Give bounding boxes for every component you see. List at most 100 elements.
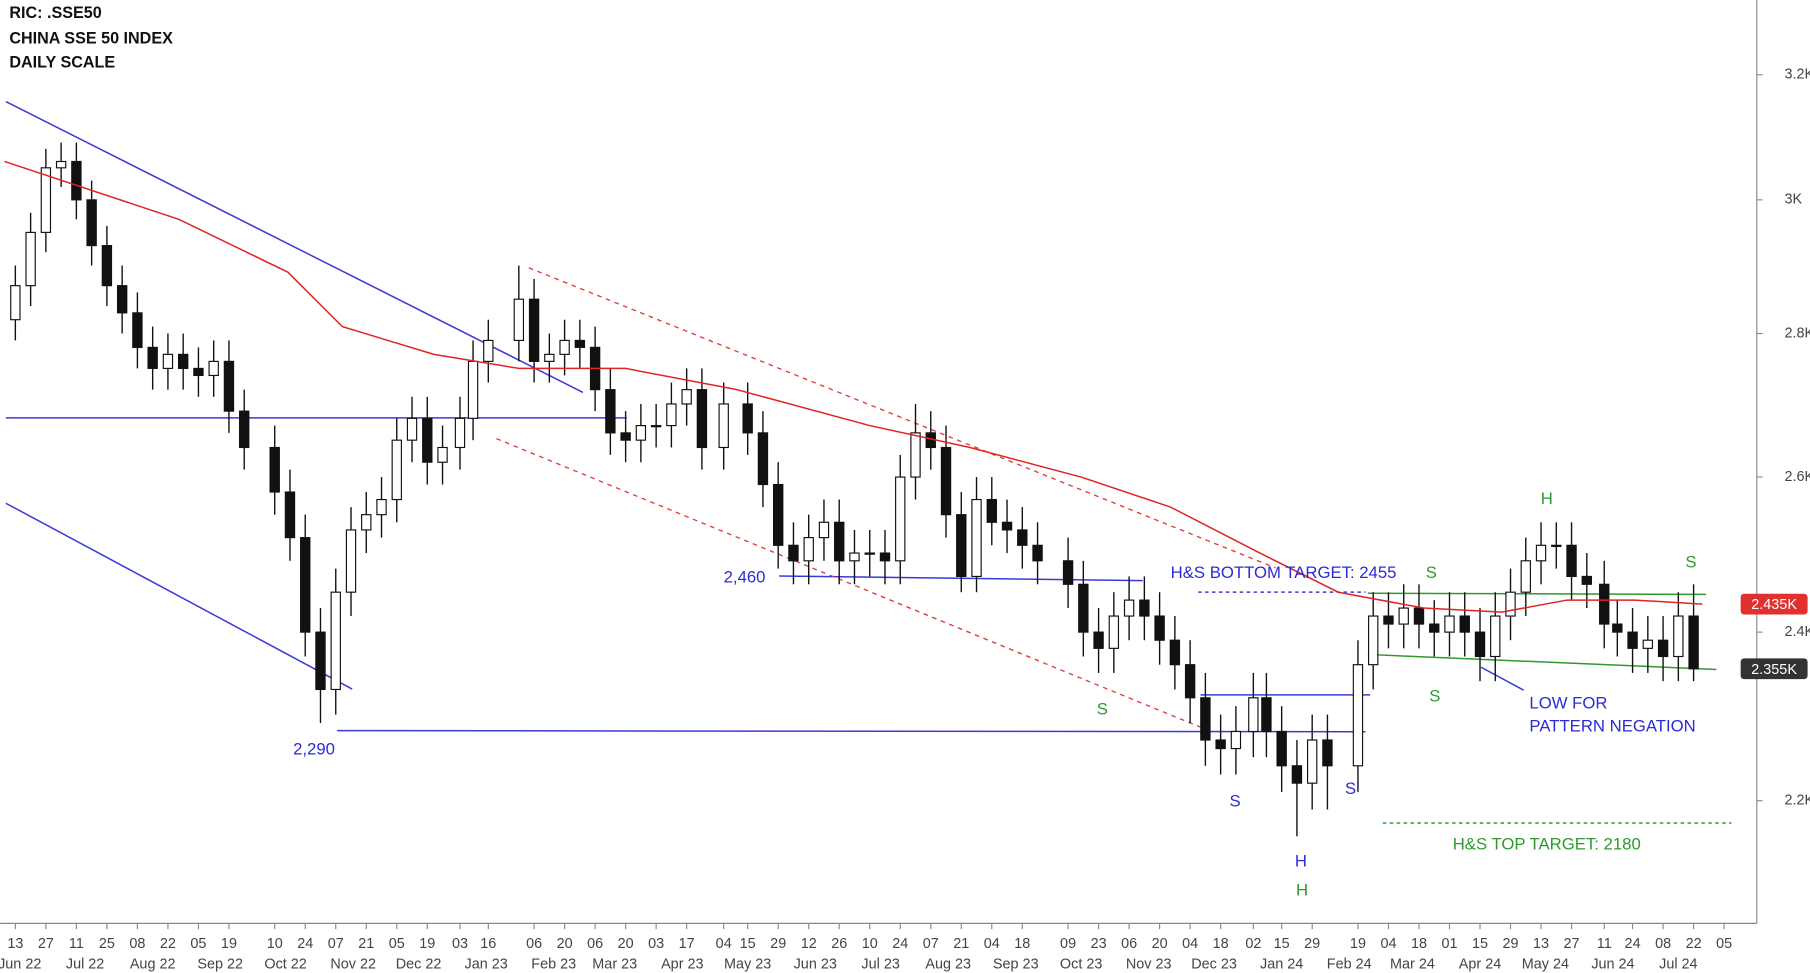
candle-body [1490,615,1501,658]
month-label: Mar 23 [592,957,637,973]
trend-lines [5,100,1732,824]
candle-body [1368,615,1379,666]
x-tick-label: 15 [1472,936,1488,952]
x-tick-label: 17 [679,936,695,952]
candle-body [681,389,692,405]
candle-body [559,339,570,355]
candle-body [1032,544,1043,562]
month-label: Sep 22 [197,957,243,973]
candle-body [1612,623,1623,633]
x-tick-label: 04 [984,936,1000,952]
candle-body [971,498,982,578]
month-label: May 23 [724,957,771,973]
candle-body [605,389,616,434]
level-line [337,729,1366,733]
annotation: LOW FOR [1529,693,1607,712]
candle-body [269,446,280,493]
candle-body [650,425,662,428]
candle-body [454,417,466,449]
annotation: 2,290 [293,740,335,759]
y-tick-label: 2.6K [1785,469,1810,485]
x-tick-label: 02 [1245,936,1261,952]
price-tag-box [1740,658,1808,680]
x-tick-label: 23 [1091,936,1107,952]
month-label: May 24 [1522,957,1569,973]
month-label: Nov 22 [330,957,376,973]
candle-body [1551,544,1562,548]
candle-body [86,199,97,247]
annotation: H [1295,852,1307,871]
candle-body [818,521,830,539]
x-tick-label: 08 [129,936,145,952]
x-tick-label: 29 [1304,936,1320,952]
x-tick-label: 13 [7,936,23,952]
candle-body [834,521,845,562]
x-tick-label: 21 [358,936,374,952]
candle-body [1291,765,1303,784]
month-label: Jun 24 [1591,957,1634,973]
candle-body [345,529,357,593]
month-label: Feb 24 [1327,957,1372,973]
candle-body [1352,664,1364,767]
candle-body [25,231,36,287]
x-tick-label: 05 [190,936,206,952]
candle-body [437,446,448,463]
month-label: Jan 23 [465,957,508,973]
candle-body [635,425,647,441]
month-label: Jul 22 [66,957,104,973]
pointer-line [1480,666,1525,691]
channel-line [496,437,1201,728]
candle-body [1398,607,1409,625]
candle-body [956,514,967,578]
candle-body [1383,615,1394,625]
candle-body [1688,615,1699,670]
x-tick-label: 08 [1655,936,1671,952]
candle-body [376,498,387,516]
price-tag-label: 2.355K [1751,662,1797,678]
candle-body [55,160,67,169]
candle-body [1261,697,1272,733]
x-tick-label: 05 [1716,936,1732,952]
candle-body [147,346,158,369]
annotation: S [1426,563,1437,582]
candle-body [1123,599,1135,617]
x-tick-label: 15 [1274,936,1290,952]
candle-body [483,339,494,362]
month-label: Oct 23 [1060,957,1102,973]
candle-body [718,403,729,449]
candle-body [193,367,204,377]
candle-body [406,417,418,441]
month-label: Nov 23 [1126,957,1172,973]
candle-body [1505,591,1516,617]
candle-body [1169,639,1181,666]
annotation: 2,460 [724,568,766,587]
x-tick-label: 27 [38,936,54,952]
month-label: Apr 24 [1459,957,1501,973]
annotation: S [1230,792,1241,811]
candle-body [1230,730,1242,750]
x-tick-label: 22 [1686,936,1702,952]
candle-body [1017,529,1028,546]
month-label: Jul 23 [861,957,899,973]
candle-body [1673,615,1684,658]
x-tick-label: 25 [99,936,115,952]
neckline [1367,653,1717,671]
candle-body [223,360,235,412]
month-label: Jul 24 [1659,957,1697,973]
moving-average [4,160,1703,613]
candle-body [132,312,143,348]
candle-body [513,298,525,342]
y-tick-label: 3.2K [1785,67,1810,83]
candle-body [1306,739,1318,784]
candle-body [1276,730,1287,767]
annotation: S [1345,779,1356,798]
month-label: Jun 23 [794,957,837,973]
month-label: Dec 22 [396,957,442,973]
candle-body [742,403,753,434]
x-tick-label: 24 [297,936,313,952]
candle-body [620,432,631,441]
candle-body [330,591,341,691]
price-tag-box [1740,593,1808,615]
x-tick-label: 18 [1014,936,1030,952]
candle-body [895,476,906,562]
